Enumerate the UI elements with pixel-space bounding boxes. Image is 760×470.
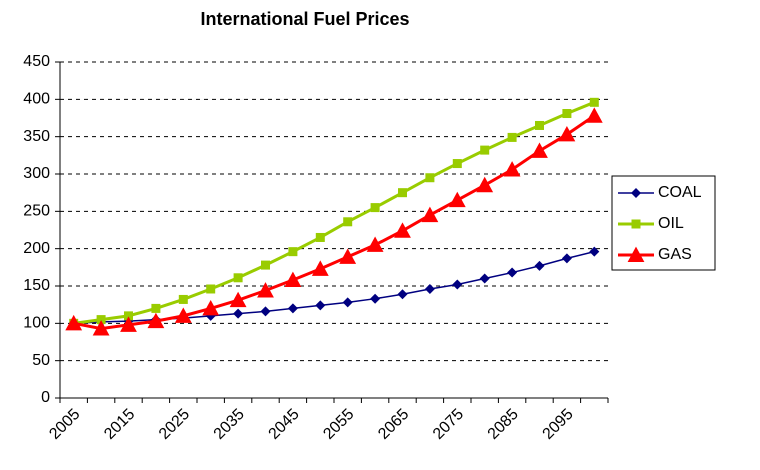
- marker: [96, 315, 106, 325]
- marker: [311, 260, 329, 276]
- marker: [370, 293, 381, 304]
- marker: [342, 297, 353, 308]
- x-tick-label: 2015: [101, 406, 138, 443]
- marker: [421, 206, 439, 223]
- marker: [287, 303, 298, 314]
- x-tick-label: 2035: [211, 406, 248, 443]
- marker: [425, 173, 435, 183]
- x-tick-label: 2045: [266, 406, 303, 443]
- marker: [531, 142, 548, 158]
- marker: [507, 132, 517, 142]
- marker: [589, 246, 600, 257]
- marker: [507, 267, 518, 278]
- marker: [339, 248, 357, 264]
- marker: [370, 203, 380, 213]
- y-tick-label: 350: [23, 128, 50, 145]
- marker: [260, 306, 271, 317]
- x-tick-label: 2085: [485, 406, 522, 443]
- marker: [398, 188, 407, 198]
- marker: [174, 307, 192, 323]
- y-tick-label: 200: [23, 240, 50, 257]
- marker: [561, 253, 572, 264]
- marker: [366, 236, 384, 252]
- series-line: [73, 114, 596, 331]
- marker: [562, 109, 572, 119]
- marker: [479, 273, 490, 284]
- marker: [65, 314, 83, 331]
- marker: [535, 120, 544, 130]
- marker: [124, 311, 133, 321]
- y-tick-label: 50: [32, 352, 50, 369]
- marker: [315, 232, 325, 242]
- x-tick-label: 2055: [320, 406, 357, 443]
- series-line: [73, 100, 595, 325]
- marker: [558, 126, 576, 142]
- marker: [315, 300, 326, 311]
- chart-title: International Fuel Prices: [200, 9, 409, 29]
- marker: [480, 145, 490, 155]
- marker: [448, 191, 466, 208]
- x-tick-label: 2065: [375, 406, 412, 443]
- marker: [288, 247, 298, 257]
- x-tick-label: 2095: [540, 406, 577, 443]
- marker: [147, 312, 165, 329]
- legend-label: GAS: [658, 246, 692, 263]
- legend-label: COAL: [658, 184, 702, 201]
- marker: [394, 222, 411, 238]
- x-tick-label: 2075: [430, 406, 467, 443]
- marker: [261, 260, 270, 270]
- marker: [631, 219, 641, 229]
- marker: [476, 176, 494, 193]
- marker: [503, 161, 521, 177]
- marker: [202, 300, 220, 316]
- y-tick-label: 400: [23, 91, 50, 108]
- y-tick-label: 250: [23, 203, 50, 220]
- marker: [284, 271, 302, 288]
- marker: [424, 283, 435, 294]
- marker: [631, 188, 641, 198]
- marker: [233, 273, 243, 283]
- marker: [206, 284, 216, 294]
- legend-label: OIL: [658, 215, 684, 232]
- marker: [257, 282, 274, 298]
- marker: [589, 97, 599, 107]
- marker: [233, 308, 244, 319]
- y-tick-label: 450: [23, 53, 50, 70]
- marker: [151, 303, 161, 313]
- marker: [627, 246, 645, 262]
- marker: [92, 320, 110, 336]
- y-tick-label: 300: [23, 165, 50, 182]
- marker: [534, 260, 545, 271]
- marker: [452, 279, 463, 290]
- marker: [452, 159, 462, 169]
- marker: [178, 294, 188, 304]
- marker: [120, 316, 137, 332]
- y-tick-label: 150: [23, 277, 50, 294]
- x-tick-label: 2025: [156, 406, 193, 443]
- marker: [397, 289, 408, 300]
- marker: [585, 107, 603, 123]
- marker: [343, 217, 353, 227]
- y-tick-label: 100: [23, 315, 50, 332]
- marker: [229, 291, 247, 308]
- y-tick-label: 0: [41, 389, 50, 406]
- x-tick-label: 2005: [46, 406, 83, 443]
